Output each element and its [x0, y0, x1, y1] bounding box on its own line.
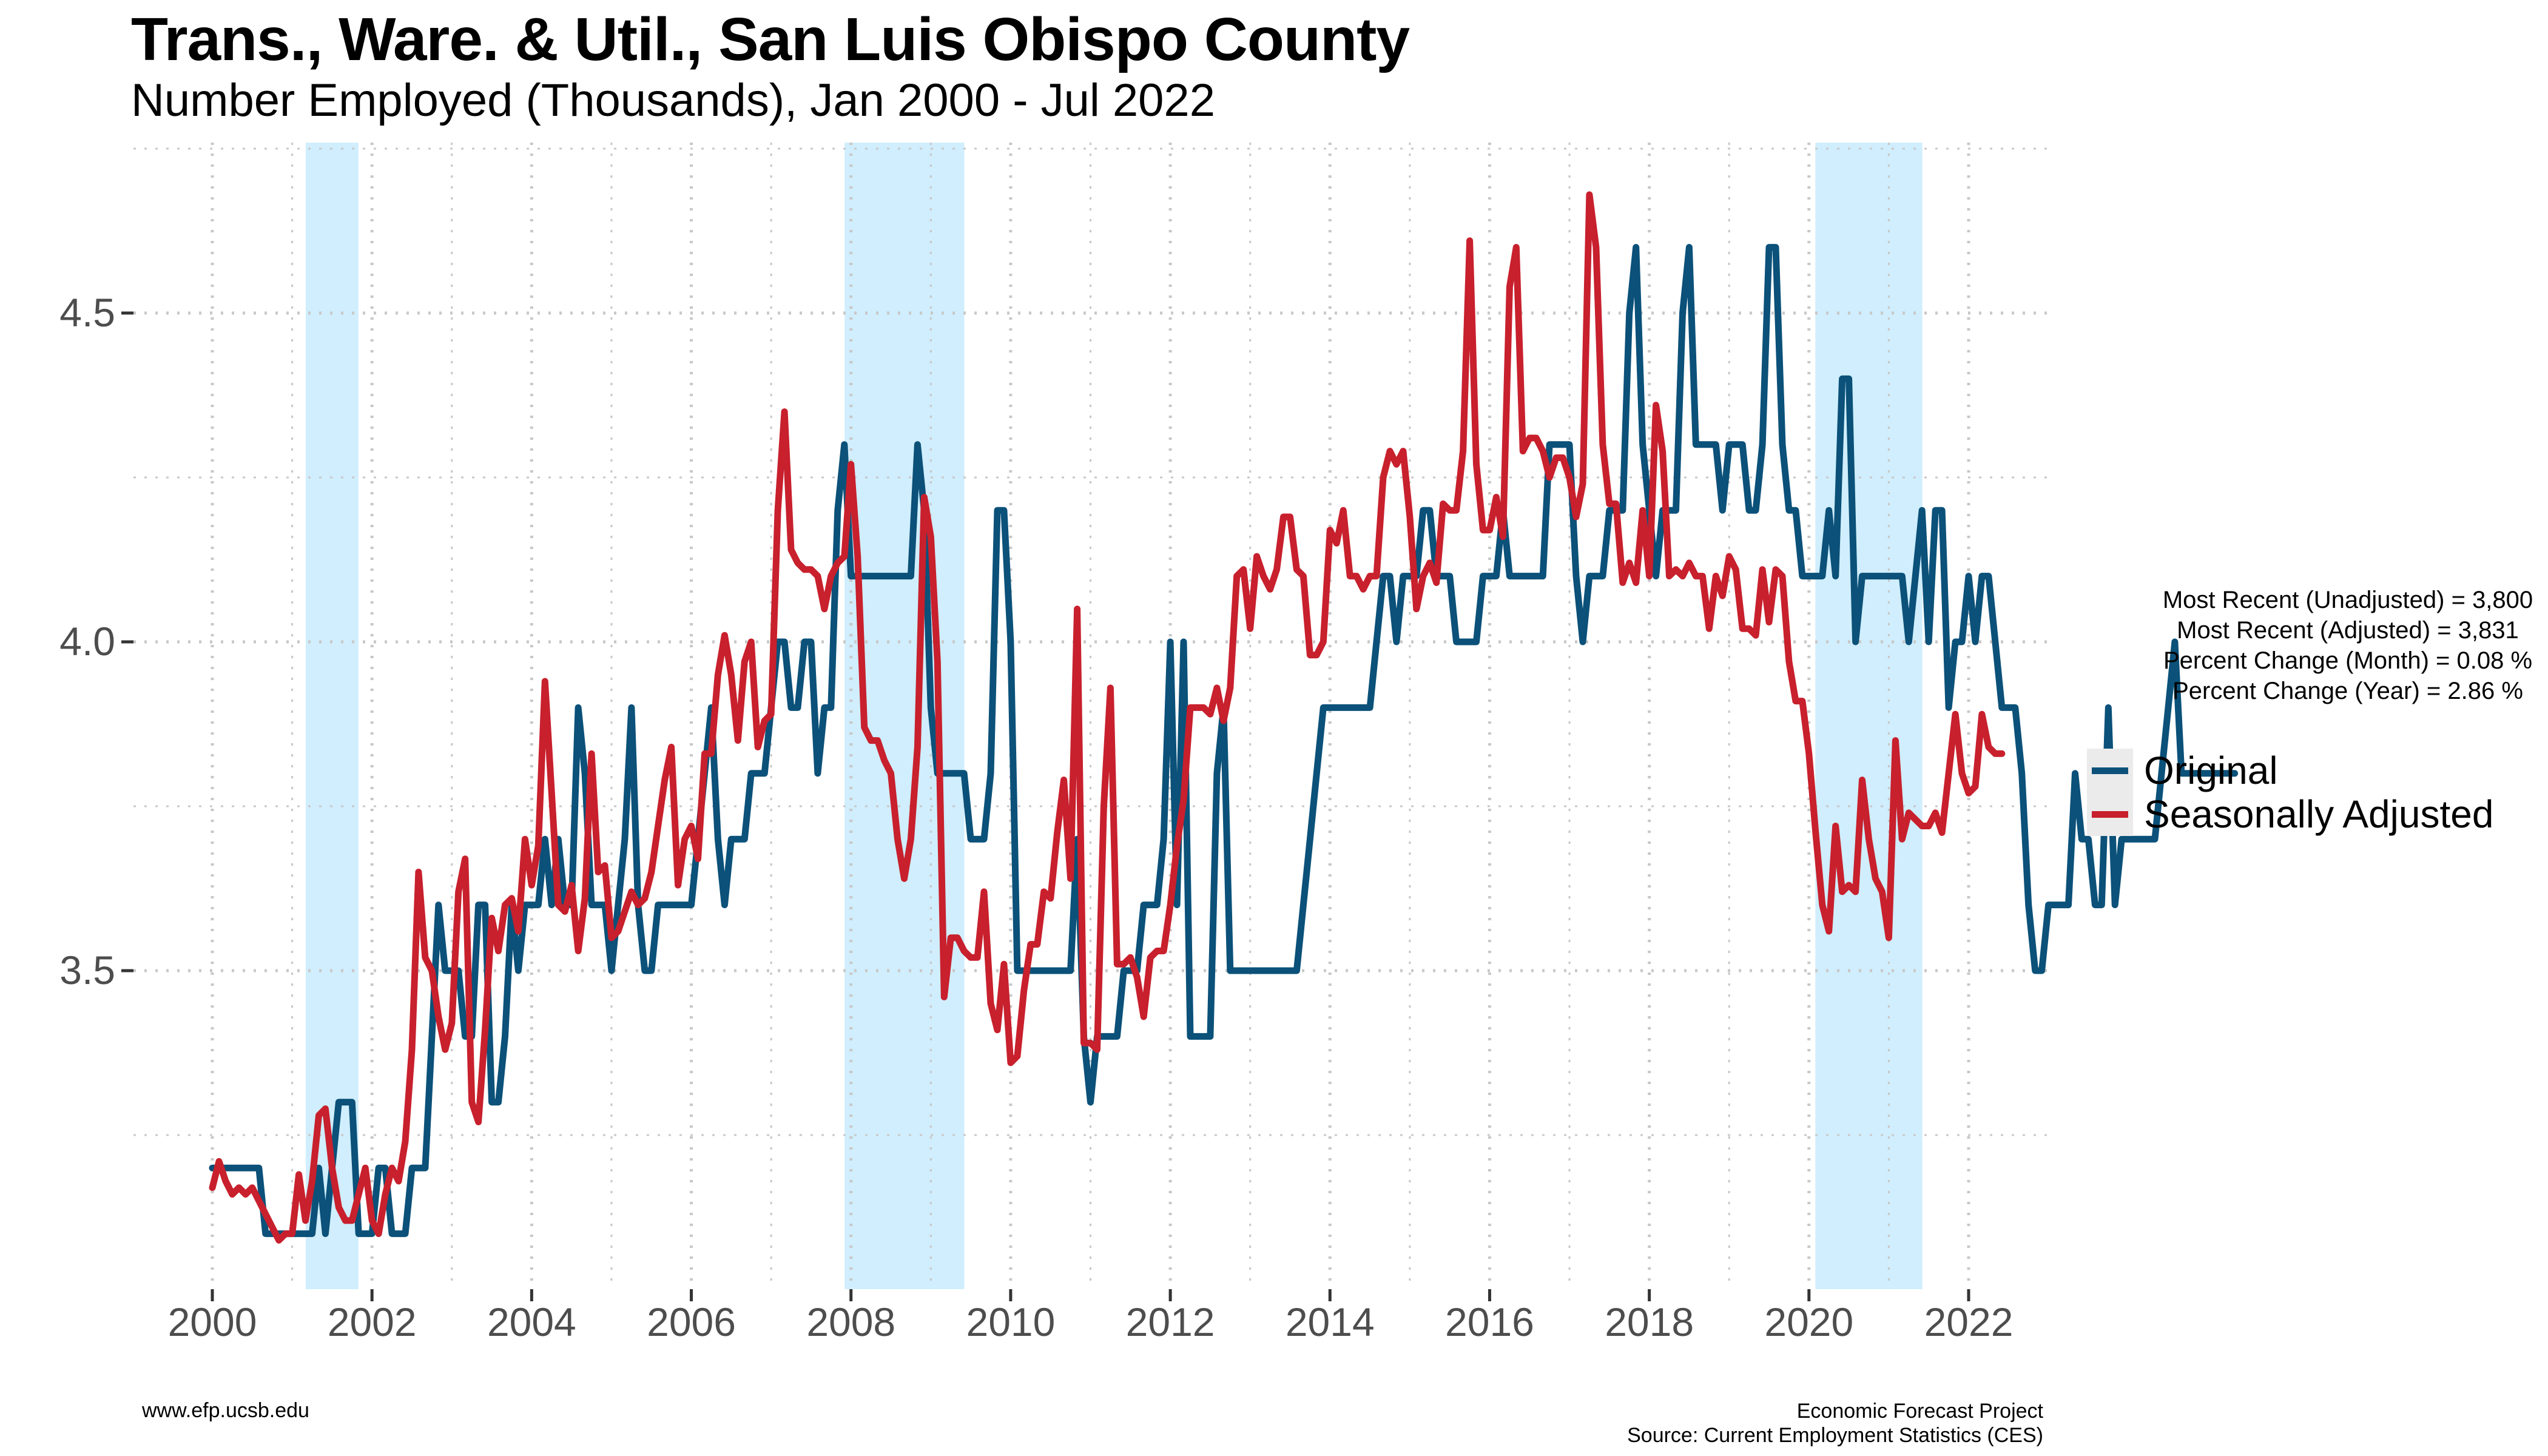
x-axis-ticks: 2000 2002 2004 2006 2008 2010 2012 2014 2016 2018… — [168, 1289, 2014, 1344]
x-tick-label: 2018 — [1605, 1299, 1694, 1344]
x-tick-label: 2008 — [806, 1299, 895, 1344]
series-line-seasonally-adjusted — [209, 191, 2006, 1244]
legend-label-original: Original — [2144, 749, 2278, 792]
legend-item-adjusted: Seasonally Adjusted — [2087, 792, 2493, 836]
x-tick-label: 2004 — [487, 1299, 576, 1344]
x-tick-label: 2006 — [647, 1299, 736, 1344]
y-axis-ticks: 3.5 4.0 4.5 — [59, 290, 133, 993]
chart-title: Trans., Ware. & Util., San Luis Obispo C… — [131, 5, 1410, 73]
series-lines — [209, 191, 2239, 1244]
x-tick-label: 2014 — [1286, 1299, 1375, 1344]
stat-percent-change-month: Percent Change (Month) = 0.08 % — [2163, 647, 2533, 674]
legend-label-adjusted: Seasonally Adjusted — [2144, 792, 2494, 836]
x-tick-label: 2012 — [1126, 1299, 1215, 1344]
footer-source: Economic Forecast Project Source: Curren… — [1627, 1399, 2043, 1448]
x-tick-label: 2000 — [168, 1299, 257, 1344]
x-tick-label: 2016 — [1445, 1299, 1534, 1344]
x-tick-label: 2010 — [966, 1299, 1055, 1344]
series-line-original — [209, 244, 2239, 1238]
footer-project: Economic Forecast Project — [1796, 1400, 2043, 1423]
stat-recent-adjusted: Most Recent (Adjusted) = 3,831 — [2177, 617, 2519, 644]
recession-band — [305, 143, 359, 1289]
legend-key-adjusted — [2087, 792, 2133, 836]
grid-lines — [133, 143, 2051, 1289]
chart-subtitle: Number Employed (Thousands), Jan 2000 - … — [131, 75, 1215, 126]
recession-bands — [305, 143, 1923, 1289]
legend-item-original: Original — [2087, 749, 2493, 792]
recession-band — [1815, 143, 1923, 1289]
y-tick-label: 4.0 — [59, 619, 115, 664]
x-tick-label: 2002 — [328, 1299, 417, 1344]
x-tick-label: 2022 — [1924, 1299, 2014, 1344]
y-tick-label: 3.5 — [59, 948, 115, 993]
stat-percent-change-year: Percent Change (Year) = 2.86 % — [2172, 678, 2523, 704]
legend-key-original — [2087, 749, 2133, 792]
summary-stats: Most Recent (Unadjusted) = 3,800 Most Re… — [2057, 585, 2548, 706]
y-tick-label: 4.5 — [59, 290, 115, 335]
stat-recent-unadjusted: Most Recent (Unadjusted) = 3,800 — [2162, 587, 2533, 613]
footer-website: www.efp.ucsb.edu — [142, 1399, 309, 1422]
footer-source-line: Source: Current Employment Statistics (C… — [1627, 1424, 2043, 1447]
x-tick-label: 2020 — [1764, 1299, 1853, 1344]
legend: Original Seasonally Adjusted — [2087, 749, 2493, 836]
